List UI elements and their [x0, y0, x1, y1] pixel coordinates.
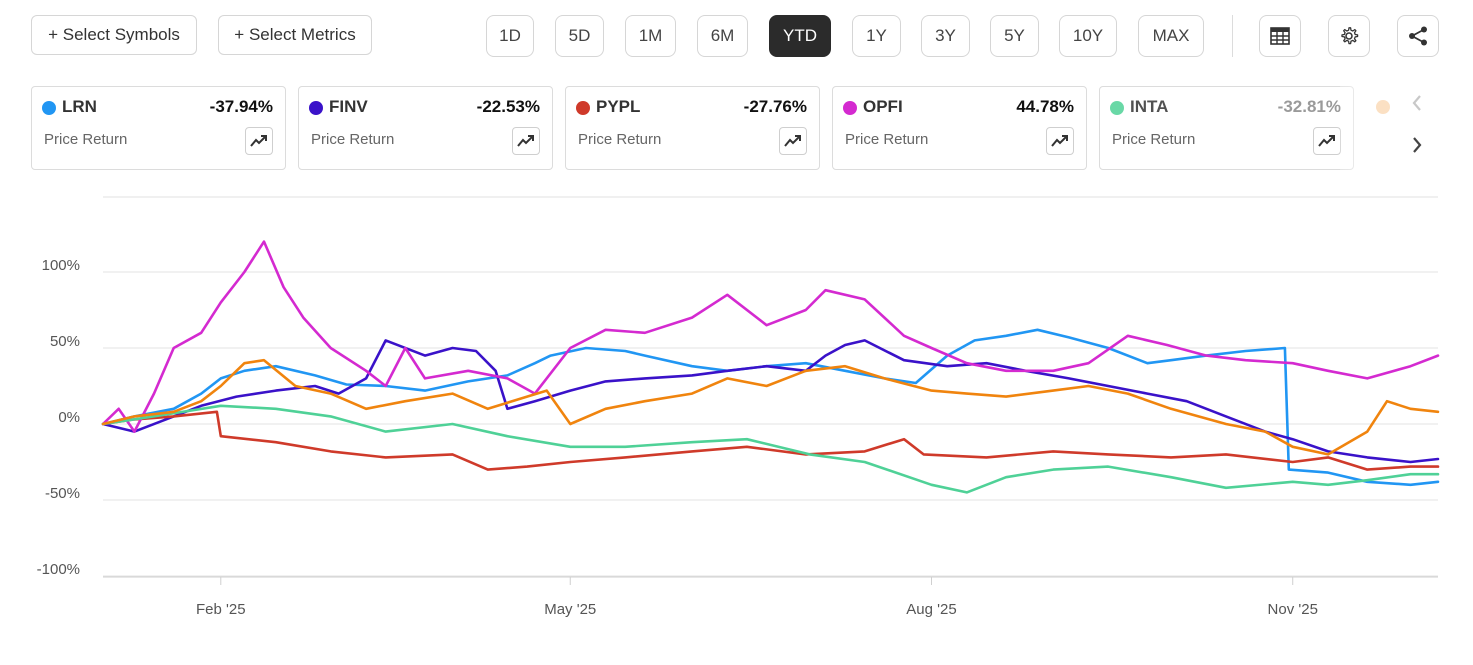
series-color-dot: [1110, 101, 1124, 115]
cards-next-button[interactable]: [1404, 132, 1430, 158]
chevron-left-icon: [1412, 95, 1421, 111]
card-metric: Price Return: [311, 131, 395, 148]
series-line-pypl: [101, 410, 1440, 471]
select-symbols-button[interactable]: + Select Symbols: [31, 15, 197, 55]
x-tick-label: May '25: [544, 601, 596, 618]
series-color-dot: [42, 101, 56, 115]
settings-button[interactable]: [1328, 15, 1370, 57]
series-color-dot: [576, 101, 590, 115]
series-line-lrn: [101, 328, 1440, 487]
x-tick-label: Feb '25: [196, 601, 246, 618]
series-line-unlabeled: [101, 358, 1440, 456]
card-symbol: INTA: [1130, 97, 1169, 116]
card-value: 44.78%: [1016, 97, 1074, 116]
card-symbol: FINV: [329, 97, 368, 116]
trend-chart-button[interactable]: [245, 127, 273, 155]
trend-chart-button[interactable]: [1046, 127, 1074, 155]
select-metrics-button[interactable]: + Select Metrics: [218, 15, 372, 55]
trend-up-icon: [1051, 135, 1068, 147]
series-line-finv: [101, 339, 1440, 464]
range-5d-button[interactable]: 5D: [555, 15, 604, 57]
chart-area: 100% 50% 0% -50% -100% Feb '25 May '25 Aug '25 N…: [0, 180, 1473, 660]
card-value: -27.76%: [743, 97, 807, 116]
hidden-card-dot: [1376, 100, 1390, 114]
range-3y-button[interactable]: 3Y: [921, 15, 970, 57]
x-tick-label: Aug '25: [906, 601, 956, 618]
card-symbol: LRN: [62, 97, 97, 116]
range-1m-button[interactable]: 1M: [625, 15, 676, 57]
table-icon: [1270, 27, 1290, 45]
card-metric: Price Return: [845, 131, 929, 148]
card-metric: Price Return: [578, 131, 662, 148]
card-metric: Price Return: [1112, 131, 1196, 148]
card-value: -32.81%: [1277, 97, 1341, 116]
share-icon: [1409, 26, 1427, 46]
card-symbol: OPFI: [863, 97, 903, 116]
range-1y-button[interactable]: 1Y: [852, 15, 901, 57]
trend-chart-button[interactable]: [512, 127, 540, 155]
x-tick-label: Nov '25: [1268, 601, 1318, 618]
y-tick-label: 0%: [58, 409, 80, 426]
share-button[interactable]: [1397, 15, 1439, 57]
toolbar-divider: [1232, 15, 1233, 57]
range-6m-button[interactable]: 6M: [697, 15, 748, 57]
range-10y-button[interactable]: 10Y: [1059, 15, 1117, 57]
series-line-inta: [101, 404, 1440, 494]
series-line-opfi: [101, 240, 1440, 433]
range-max-button[interactable]: MAX: [1138, 15, 1204, 57]
gear-icon: [1341, 27, 1359, 45]
symbol-card-finv[interactable]: FINV -22.53% Price Return: [298, 86, 553, 170]
range-5y-button[interactable]: 5Y: [990, 15, 1039, 57]
trend-up-icon: [1318, 135, 1335, 147]
card-value: -22.53%: [476, 97, 540, 116]
y-tick-label: -100%: [37, 561, 80, 578]
cards-prev-button[interactable]: [1404, 90, 1430, 116]
symbol-card-opfi[interactable]: OPFI 44.78% Price Return: [832, 86, 1087, 170]
y-tick-label: 100%: [42, 257, 80, 274]
toolbar: + Select Symbols + Select Metrics 1D 5D …: [0, 0, 1473, 70]
price-return-chart[interactable]: 100% 50% 0% -50% -100% Feb '25 May '25 Aug '25 N…: [0, 180, 1473, 660]
y-tick-label: -50%: [45, 485, 80, 502]
table-view-button[interactable]: [1259, 15, 1301, 57]
trend-chart-button[interactable]: [779, 127, 807, 155]
symbol-card-lrn[interactable]: LRN -37.94% Price Return: [31, 86, 286, 170]
symbol-card-pypl[interactable]: PYPL -27.76% Price Return: [565, 86, 820, 170]
trend-up-icon: [784, 135, 801, 147]
cards-fade-overlay: [1340, 86, 1400, 172]
symbol-card-inta[interactable]: INTA -32.81% Price Return: [1099, 86, 1354, 170]
card-symbol: PYPL: [596, 97, 641, 116]
trend-up-icon: [517, 135, 534, 147]
card-value: -37.94%: [209, 97, 273, 116]
series-color-dot: [309, 101, 323, 115]
card-metric: Price Return: [44, 131, 128, 148]
chevron-right-icon: [1413, 137, 1422, 153]
symbol-cards: LRN -37.94% Price Return FINV -22.53% Pr…: [0, 86, 1473, 172]
range-ytd-button[interactable]: YTD: [769, 15, 831, 57]
y-tick-label: 50%: [50, 333, 80, 350]
trend-up-icon: [250, 135, 267, 147]
trend-chart-button[interactable]: [1313, 127, 1341, 155]
series-color-dot: [843, 101, 857, 115]
range-1d-button[interactable]: 1D: [486, 15, 534, 57]
